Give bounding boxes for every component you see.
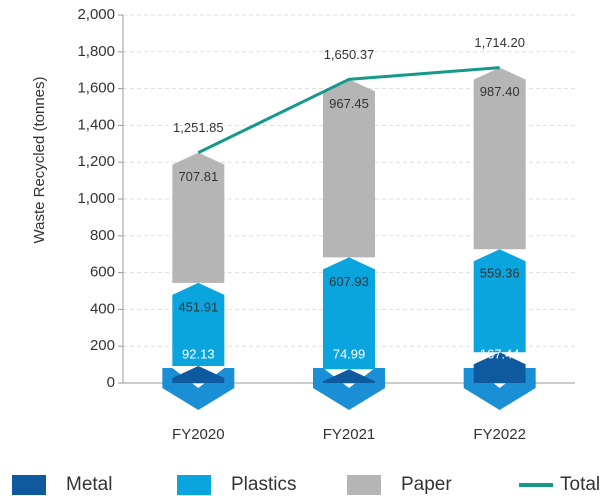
data-label: 74.99 — [333, 346, 366, 361]
legend-swatch — [12, 475, 46, 495]
legend-label: Plastics — [231, 474, 296, 495]
data-label: 559.36 — [480, 266, 520, 281]
bar-segment — [172, 152, 225, 283]
data-label: 987.40 — [480, 84, 520, 99]
x-tick-label: FY2020 — [172, 426, 225, 443]
legend-swatch — [347, 475, 381, 495]
data-label: 1,714.20 — [474, 35, 525, 50]
y-tick-label: 1,600 — [77, 80, 115, 97]
data-label: 607.93 — [329, 274, 369, 289]
legend-swatch — [177, 475, 211, 495]
bar-segment — [172, 282, 225, 367]
data-label: 167.44 — [480, 346, 520, 361]
data-label: 1,251.85 — [173, 120, 224, 135]
y-tick-label: 1,000 — [77, 190, 115, 207]
y-tick-label: 2,000 — [77, 6, 115, 23]
bar-segment — [473, 352, 526, 383]
y-tick-label: 1,400 — [77, 116, 115, 133]
bar-segment — [323, 369, 375, 383]
y-tick-label: 600 — [90, 264, 115, 281]
bar-segment — [323, 79, 375, 258]
data-label: 451.91 — [178, 299, 218, 314]
data-label: 967.45 — [329, 96, 369, 111]
bar-segment — [473, 67, 526, 250]
y-tick-label: 0 — [107, 374, 115, 391]
y-tick-label: 400 — [90, 300, 115, 317]
y-tick-label: 200 — [90, 337, 115, 354]
bar-segment — [473, 249, 526, 353]
y-tick-label: 1,800 — [77, 43, 115, 60]
bar-segment — [323, 257, 375, 370]
data-label: 92.13 — [182, 346, 215, 361]
data-label: 1,650.37 — [324, 47, 375, 62]
total-line — [197, 66, 500, 155]
y-axis-label: Waste Recycled (tonnes) — [31, 76, 48, 243]
legend-label: Metal — [66, 474, 112, 495]
y-tick-label: 800 — [90, 227, 115, 244]
legend-label: Paper — [401, 474, 452, 495]
bar-segment — [172, 366, 225, 383]
x-tick-label: FY2021 — [323, 426, 376, 443]
x-tick-label: FY2022 — [473, 426, 526, 443]
data-label: 707.81 — [178, 169, 218, 184]
y-tick-label: 1,200 — [77, 153, 115, 170]
legend-label: Total — [560, 474, 600, 495]
